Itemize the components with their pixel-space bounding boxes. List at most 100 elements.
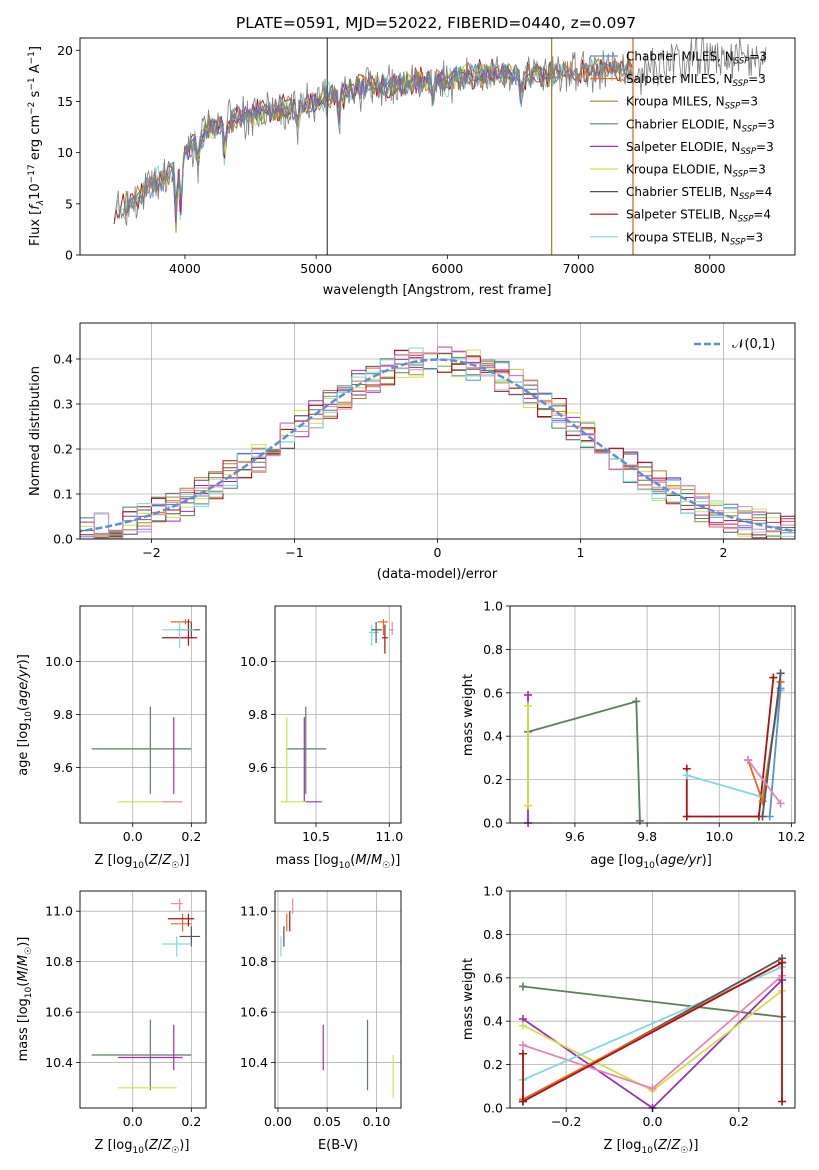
weight-marker-2-0 (524, 701, 533, 710)
x-tick-label-0: 0.0 (123, 1114, 143, 1129)
weight-line-7 (761, 673, 782, 817)
x-tick-label-1: 5000 (300, 261, 332, 276)
x-tick-label-1: 9.8 (637, 829, 657, 844)
weight-marker-7-1 (518, 1097, 527, 1106)
legend-label-7: Salpeter STELIB, NSSP=4 (626, 208, 771, 225)
weight-line-0 (527, 700, 641, 821)
legend-label-6: Chabrier STELIB, NSSP=4 (626, 185, 772, 202)
y-tick-label-3: 0.3 (53, 397, 73, 412)
residual-histograms (80, 346, 795, 539)
x-tick-label-1: 0.2 (181, 1114, 201, 1129)
legend-label-8: Kroupa STELIB, NSSP=3 (626, 230, 763, 247)
x-tick-label-0: −2 (142, 545, 160, 560)
x-tick-label-2: 6000 (431, 261, 463, 276)
weight-marker-8-0 (744, 756, 753, 765)
ebv-mass-panel: 0.00 0.05 0.10 10.4 10.6 10.8 11.0 E(B-V) (240, 890, 402, 1153)
weight-line-3 (685, 677, 775, 818)
z-mass-ylabel: mass [log10(M/M☉)] (16, 937, 34, 1062)
residuals-legend: 𝒩(0,1) (694, 337, 775, 352)
weight-marker-7-2 (778, 958, 787, 967)
x-tick-label-3: 1 (577, 545, 585, 560)
mass-age-panel: 10.5 11.0 9.6 9.8 10.0 mass [log10(M/M☉)] (240, 605, 403, 871)
x-tick-label-2: 0.10 (362, 1114, 390, 1129)
y-tick-label-4: 0.4 (53, 352, 73, 367)
y-tick-label-2: 10.0 (240, 654, 268, 669)
mass-age-xlabel: mass [log10(M/M☉)] (276, 853, 401, 871)
weight-marker-0-0 (518, 982, 527, 991)
z-age-xlabel: Z [log10(Z/Z☉)] (95, 853, 190, 871)
figure-title: PLATE=0591, MJD=52022, FIBERID=0440, z=0… (236, 14, 636, 32)
weight-marker-7-0 (758, 812, 767, 821)
residuals-xlabel: (data-model)/error (377, 567, 498, 582)
z-weight-xlabel: Z [log10(Z/Z☉)] (604, 1138, 699, 1156)
weight-marker-3-1 (682, 812, 691, 821)
y-tick-label-5: 1.0 (483, 884, 503, 899)
weight-marker-2-1 (524, 801, 533, 810)
y-tick-label-1: 5 (65, 196, 73, 211)
y-tick-label-3: 0.6 (483, 970, 503, 985)
x-tick-label-0: 4000 (169, 261, 201, 276)
weight-marker-0-2 (635, 816, 644, 825)
weight-marker-2-0 (518, 1021, 527, 1030)
x-tick-label-0: −0.2 (551, 1114, 581, 1129)
z-age-ylabel: age [log10(age/yr)] (16, 654, 34, 776)
weight-marker-7-0 (518, 1049, 527, 1058)
weight-marker-3-1 (648, 1084, 657, 1093)
residuals-ylabel: Normed distribution (28, 366, 43, 496)
y-tick-label-3: 0.6 (483, 685, 503, 700)
x-tick-label-2: 0 (434, 545, 442, 560)
gaussian-curve (80, 358, 795, 533)
y-tick-label-0: 9.6 (248, 760, 268, 775)
y-tick-label-2: 10.8 (45, 954, 73, 969)
y-tick-label-2: 10.8 (240, 954, 268, 969)
x-tick-label-0: 10.5 (302, 829, 330, 844)
panel-frame (509, 605, 796, 824)
y-tick-label-0: 0.0 (483, 1101, 503, 1116)
y-tick-label-1: 9.8 (248, 707, 268, 722)
legend-label-4: Salpeter ELODIE, NSSP=3 (626, 140, 774, 157)
spectrum-frame (79, 37, 796, 256)
y-tick-label-1: 9.8 (53, 707, 73, 722)
x-tick-label-1: 0.2 (181, 829, 201, 844)
y-tick-label-1: 0.2 (483, 772, 503, 787)
legend-label-5: Kroupa ELODIE, NSSP=3 (626, 163, 766, 180)
y-tick-label-3: 15 (57, 94, 73, 109)
residuals-legend-label: 𝒩(0,1) (732, 337, 775, 352)
z-mass-panel: 0.0 0.2 10.4 10.6 10.8 11.0 Z [log10(Z/Z☉)] m… (16, 890, 207, 1156)
weight-marker-7-3 (778, 1097, 787, 1106)
weight-marker-4-0 (682, 771, 691, 780)
y-tick-label-0: 0 (65, 248, 73, 263)
age-weight-ylabel: mass weight (461, 674, 476, 756)
x-tick-label-3: 10.2 (777, 829, 805, 844)
spectrum-panel: 4000 5000 6000 7000 8000 0 5 10 15 20 wavelength … (27, 37, 796, 298)
x-tick-label-4: 2 (720, 545, 728, 560)
histogram-9 (80, 346, 795, 539)
spectrum-lines (113, 38, 767, 255)
y-tick-label-3: 11.0 (45, 904, 73, 919)
y-tick-label-0: 9.6 (53, 760, 73, 775)
z-age-panel: 0.0 0.2 9.6 9.8 10.0 Z [log10(Z/Z☉)] age [lo… (16, 605, 207, 871)
weight-marker-8-1 (776, 799, 785, 808)
weight-marker-3-3 (769, 673, 778, 682)
weight-line-7 (522, 961, 783, 1104)
weight-marker-0-1 (632, 697, 641, 706)
x-tick-label-2: 10.0 (705, 829, 733, 844)
z-weight-ylabel: mass weight (461, 958, 476, 1040)
model-line-6 (171, 63, 553, 223)
weight-marker-1-0 (524, 690, 533, 699)
weight-marker-7-1 (776, 669, 785, 678)
age-weight-panel: 9.6 9.8 10.0 10.2 0.0 0.2 0.4 0.6 0.8 1.0 age [lo… (461, 599, 805, 872)
y-tick-label-4: 20 (57, 43, 73, 58)
data-spectrum-line (113, 38, 767, 226)
y-tick-label-4: 0.8 (483, 927, 503, 942)
z-weight-panel: −0.2 0.0 0.2 0.0 0.2 0.4 0.6 0.8 1.0 Z [log10(Z/… (461, 884, 796, 1156)
x-tick-label-4: 8000 (694, 261, 726, 276)
legend-label-0: Chabrier MILES, NSSP=3 (626, 50, 767, 67)
y-tick-label-1: 0.1 (53, 487, 73, 502)
x-tick-label-0: 0.00 (264, 1114, 292, 1129)
weight-line-6 (768, 688, 782, 817)
legend-label-1: Salpeter MILES, NSSP=3 (626, 72, 766, 89)
spectrum-xlabel: wavelength [Angstrom, rest frame] (323, 283, 552, 298)
spectrum-legend: Chabrier MILES, NSSP=3 Salpeter MILES, NS… (590, 50, 775, 247)
y-tick-label-0: 0.0 (483, 816, 503, 831)
